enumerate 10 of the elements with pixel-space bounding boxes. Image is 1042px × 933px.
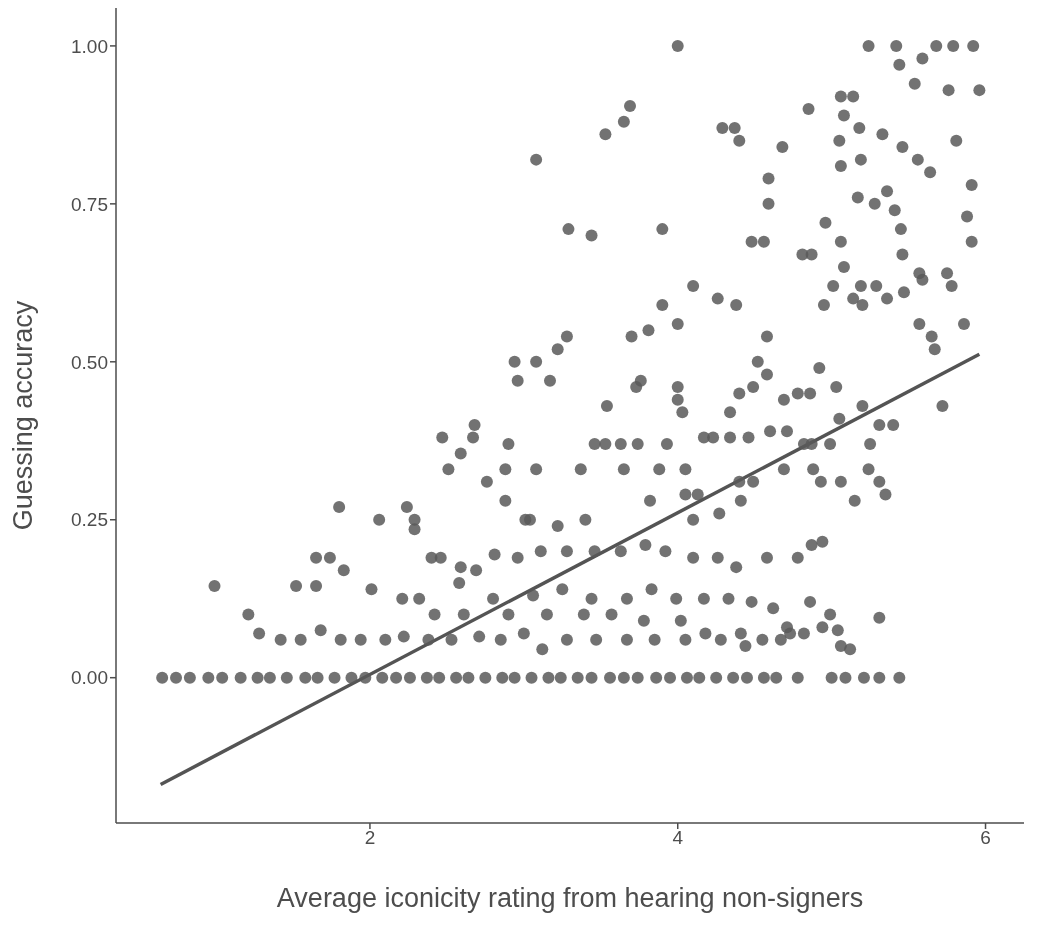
x-axis-title: Average iconicity rating from hearing non-signers: [276, 883, 864, 913]
x-tick-label: 4: [672, 827, 684, 849]
y-tick-label: 1.00: [71, 35, 108, 57]
y-tick-label: 0.00: [71, 667, 108, 689]
y-axis-title: Guessing accuracy: [7, 300, 38, 531]
y-tick-label: 0.75: [71, 193, 108, 215]
x-tick-label: 2: [364, 827, 376, 849]
y-tick-label: 0.25: [71, 509, 108, 531]
x-tick-label: 6: [980, 827, 991, 849]
y-tick-label: 0.50: [71, 351, 108, 373]
